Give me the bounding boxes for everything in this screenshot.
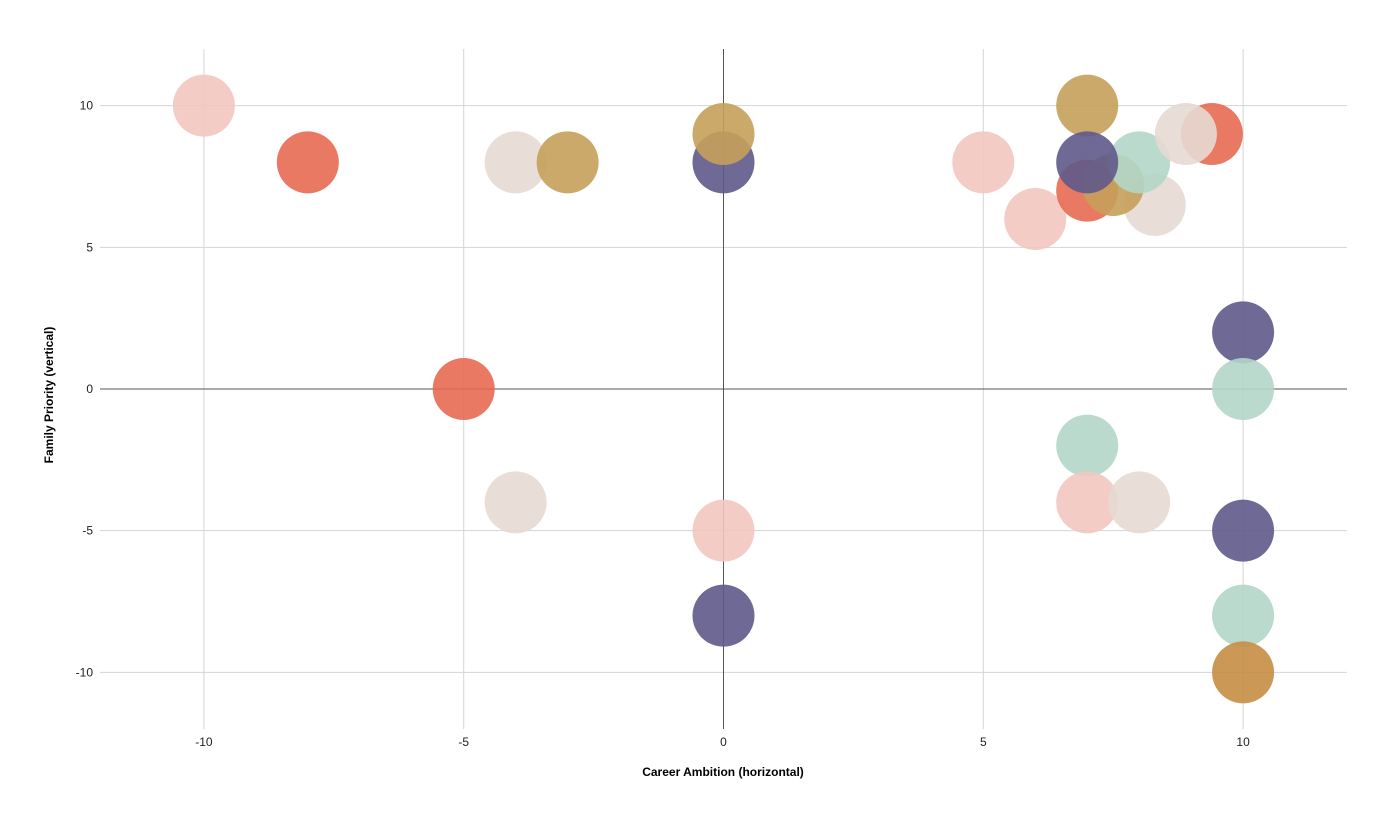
data-point [536, 131, 599, 194]
data-point [1056, 414, 1119, 477]
data-point [1212, 301, 1275, 364]
tick-labels: -10 -5 0 5 10 -10 -5 0 5 10 [76, 99, 1250, 749]
data-point [1056, 471, 1119, 534]
x-tick-label: -5 [458, 735, 469, 749]
data-point [432, 358, 495, 420]
data-point [692, 584, 755, 647]
x-tick-label: -10 [195, 735, 213, 749]
data-point [1212, 358, 1275, 420]
x-axis-title: Career Ambition (horizontal) [642, 765, 804, 779]
data-point [1154, 103, 1217, 165]
data-point [172, 74, 235, 137]
y-tick-label: 5 [86, 240, 93, 254]
data-point [1056, 131, 1119, 194]
data-point [484, 131, 547, 194]
data-point [692, 103, 755, 165]
y-tick-label: -5 [82, 524, 93, 538]
x-tick-label: 5 [980, 735, 987, 749]
data-point [1212, 584, 1275, 647]
data-point [1108, 471, 1171, 534]
data-point [1056, 74, 1119, 137]
y-tick-label: -10 [76, 665, 94, 679]
data-point [484, 471, 547, 534]
y-tick-label: 0 [86, 382, 93, 396]
y-tick-label: 10 [80, 99, 94, 113]
data-points [172, 74, 1275, 704]
data-point [1212, 499, 1275, 562]
y-axis-title: Family Priority (vertical) [42, 327, 56, 464]
data-point [692, 499, 755, 562]
data-point [276, 131, 339, 194]
x-tick-label: 0 [720, 735, 727, 749]
data-point [1004, 188, 1067, 250]
data-point [952, 131, 1015, 194]
data-point [1108, 131, 1171, 194]
x-tick-label: 10 [1236, 735, 1250, 749]
data-point [1212, 641, 1275, 704]
